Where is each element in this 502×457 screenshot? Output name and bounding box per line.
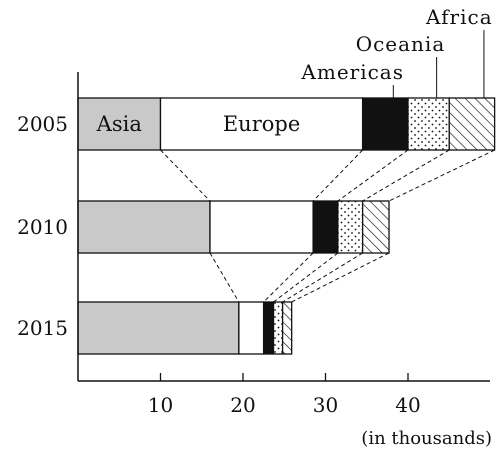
connector-line: [209, 252, 240, 303]
connector-line: [388, 149, 495, 202]
segment-label-europe: Europe: [223, 112, 300, 136]
segment-labels: Asia Europe: [96, 112, 301, 136]
row-label-2015: 2015: [17, 316, 68, 340]
x-ticks: 10 20 30 40: [148, 373, 421, 417]
bar-africa-2010: [361, 200, 390, 254]
callout-label-africa: Africa: [425, 5, 493, 29]
bar-oceania-2015: [272, 301, 284, 355]
x-tick-label: 30: [313, 393, 338, 417]
bar-asia-2010: [77, 200, 211, 254]
bar-oceania-2005: [407, 97, 450, 151]
unit-label: (in thousands): [361, 428, 492, 449]
bar-europe-2005: [159, 97, 364, 151]
connector-line: [263, 252, 314, 303]
bar-asia-2005: [77, 97, 162, 151]
bar-africa-2015: [281, 301, 293, 355]
bars: [77, 97, 496, 355]
x-tick-label: 20: [230, 393, 255, 417]
callout-label-americas: Americas: [300, 60, 404, 84]
connector-line: [337, 149, 409, 202]
row-label-2010: 2010: [17, 215, 68, 239]
bar-europe-2010: [209, 200, 314, 254]
x-tick-label: 40: [395, 393, 420, 417]
connector-lines: [160, 149, 495, 303]
callout-label-oceania: Oceania: [356, 32, 446, 56]
connector-line: [160, 149, 211, 202]
bar-americas-2010: [312, 200, 339, 254]
bar-oceania-2010: [337, 200, 364, 254]
segment-label-asia: Asia: [96, 112, 142, 136]
bar-africa-2005: [448, 97, 496, 151]
x-tick-label: 10: [148, 393, 173, 417]
row-labels: 2005 2010 2015: [17, 112, 68, 340]
bar-americas-2005: [361, 97, 409, 151]
bar-asia-2015: [77, 301, 240, 355]
callout-labels: Americas Oceania Africa: [300, 5, 492, 98]
connector-line: [312, 149, 363, 202]
bar-europe-2015: [238, 301, 265, 355]
connector-line: [362, 149, 450, 202]
bar-americas-2015: [262, 301, 275, 355]
connector-line: [282, 252, 363, 303]
row-label-2005: 2005: [17, 112, 68, 136]
